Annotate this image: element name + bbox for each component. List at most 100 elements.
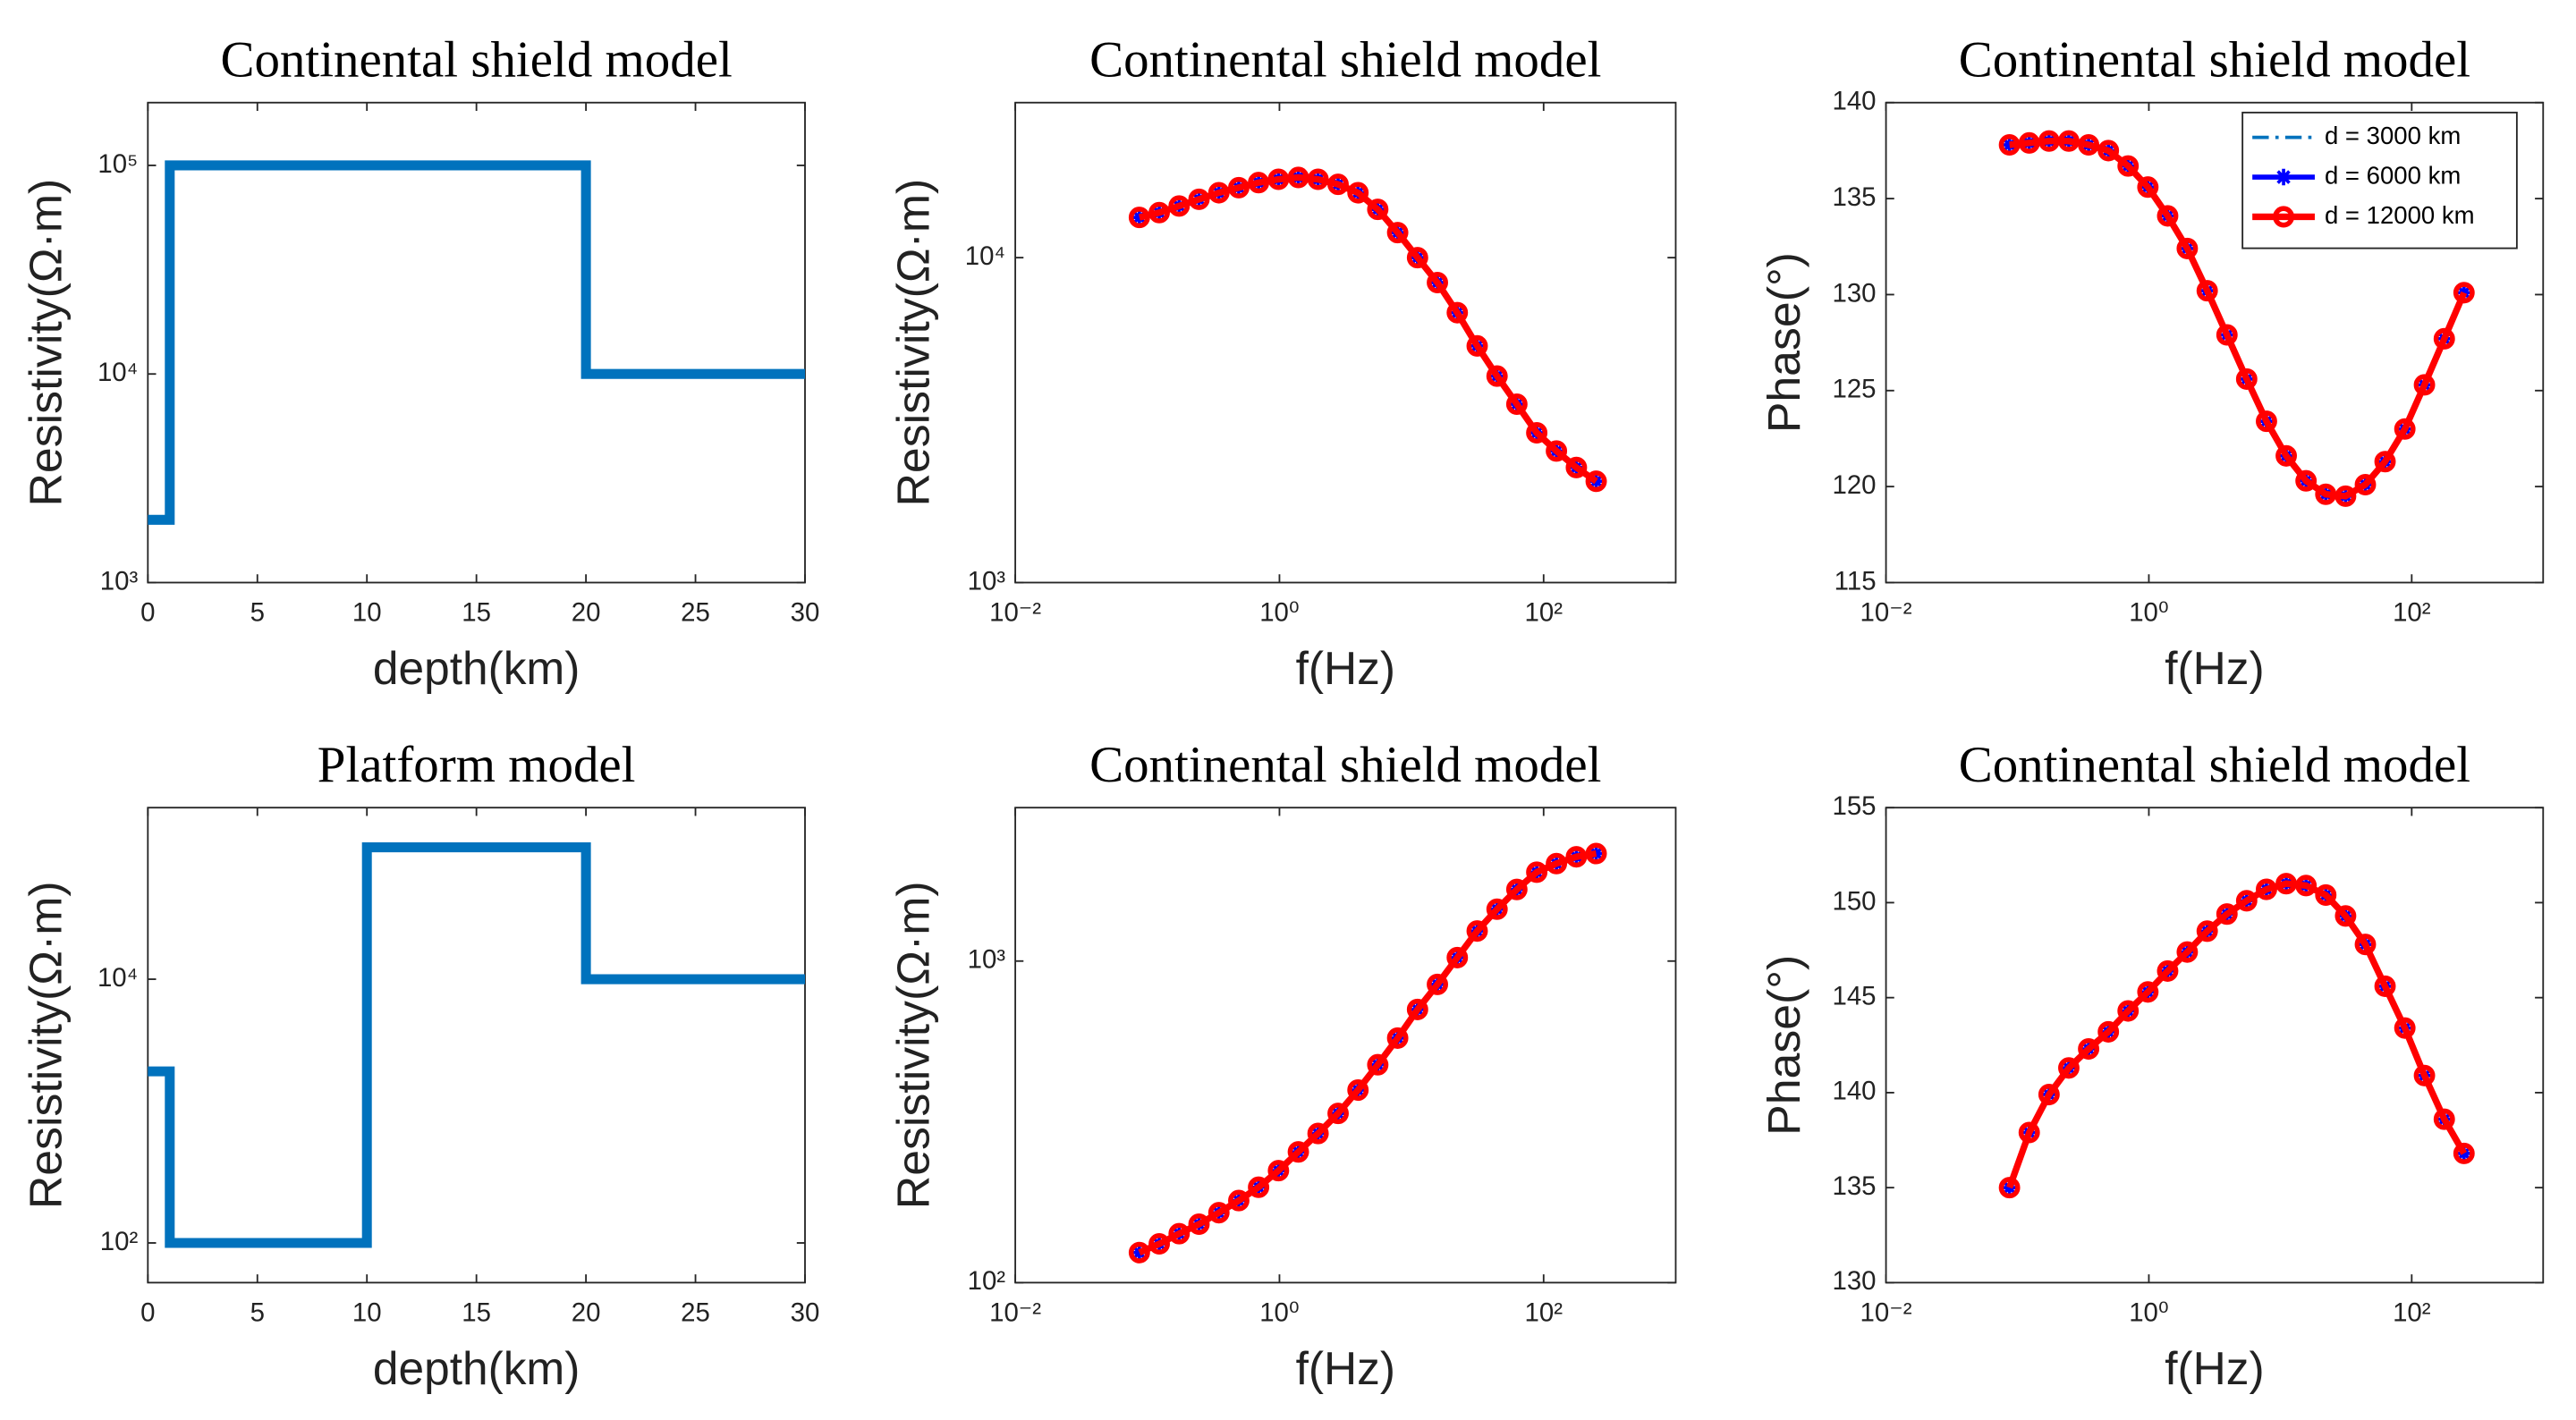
series-line [1138, 849, 1597, 1256]
data-point [2216, 903, 2238, 926]
y-tick-label: 120 [1833, 470, 1877, 500]
x-tick-label: 10⁻² [1860, 597, 1912, 627]
y-tick-label: 10⁴ [97, 963, 138, 993]
x-tick-label: 30 [791, 597, 820, 627]
data-point [1546, 440, 1568, 462]
axes-box [147, 807, 806, 1284]
data-point [1267, 168, 1290, 190]
y-tick-label: 145 [1833, 981, 1877, 1010]
data-point [2374, 451, 2396, 473]
legend-label: d = 12000 km [2325, 201, 2475, 229]
x-tick-label: 20 [572, 597, 601, 627]
data-point [2315, 483, 2337, 505]
x-tick-label: 10² [2393, 597, 2431, 627]
data-point [2413, 374, 2436, 396]
data-point [2453, 1142, 2475, 1164]
data-point [1228, 1189, 1250, 1212]
data-point [2334, 485, 2357, 507]
series-line [148, 160, 805, 525]
data-point [1188, 188, 1210, 210]
data-point [1287, 1141, 1309, 1163]
data-point [2256, 410, 2277, 433]
data-point [2137, 981, 2159, 1003]
y-tick-label: 130 [1833, 278, 1877, 308]
y-tick-label: 10³ [968, 945, 1006, 975]
data-point [2157, 959, 2179, 982]
y-tick-label: 115 [1835, 566, 1877, 596]
data-point [1406, 998, 1428, 1020]
data-point [1505, 878, 1528, 900]
y-tick-label: 10³ [100, 566, 139, 596]
x-axis-label: f(Hz) [2165, 642, 2264, 694]
data-point [1386, 1027, 1409, 1049]
y-tick-label: 10³ [968, 566, 1006, 596]
y-tick-label: 140 [1833, 86, 1877, 115]
data-point [1188, 1213, 1210, 1236]
data-point [2097, 139, 2120, 162]
x-tick-label: 10² [1525, 597, 1563, 627]
data-point [2275, 444, 2297, 467]
data-point [2216, 324, 2238, 346]
data-point [1526, 421, 1548, 444]
data-point [2196, 920, 2218, 942]
x-tick-label: 25 [681, 597, 710, 627]
y-tick-label: 10⁵ [97, 149, 138, 179]
data-point [2354, 934, 2377, 956]
data-point [2001, 1179, 2018, 1196]
x-tick-label: 10 [352, 1297, 382, 1327]
data-point [2315, 883, 2337, 906]
data-point [1466, 334, 1488, 357]
data-point [2176, 237, 2199, 259]
data-point [1267, 1160, 1290, 1182]
chart-title: Continental shield model [220, 31, 732, 88]
y-tick-label: 10² [100, 1227, 139, 1256]
data-point [2455, 284, 2472, 301]
data-point [2078, 133, 2100, 156]
y-axis-label: Phase(°) [1758, 252, 1809, 433]
data-point [1307, 168, 1329, 190]
data-point [2256, 878, 2277, 900]
data-point [1546, 852, 1568, 875]
data-point [2334, 905, 2357, 927]
y-tick-label: 10² [968, 1266, 1006, 1296]
x-tick-label: 15 [462, 1297, 491, 1327]
data-point [2001, 136, 2018, 154]
data-point [2354, 473, 2377, 496]
data-point [1148, 1232, 1170, 1255]
data-point [1128, 207, 1150, 229]
data-point [1446, 301, 1469, 324]
x-axis-label: f(Hz) [2165, 1342, 2264, 1394]
data-point [1208, 182, 1230, 204]
data-point [2058, 1057, 2080, 1079]
data-point [2455, 1145, 2472, 1162]
data-point [1585, 842, 1607, 865]
data-point [2018, 131, 2040, 154]
x-tick-label: 30 [791, 1297, 820, 1327]
data-point [1565, 456, 1588, 478]
data-point [2453, 282, 2475, 304]
data-point [1526, 861, 1548, 883]
data-point [1347, 182, 1369, 204]
x-tick-label: 15 [462, 597, 491, 627]
data-point [1131, 1244, 1148, 1262]
data-point [2394, 1017, 2416, 1039]
legend-label: d = 6000 km [2325, 161, 2461, 189]
data-point [1446, 946, 1469, 968]
chart-title: Continental shield model [1089, 31, 1601, 88]
data-point [1505, 393, 1528, 416]
data-point [2097, 1020, 2120, 1043]
data-point [1486, 898, 1508, 920]
x-tick-label: 10⁰ [2129, 1297, 2168, 1327]
data-point [2018, 1121, 2040, 1144]
chart-title: Platform model [318, 737, 636, 793]
x-tick-label: 10 [352, 597, 382, 627]
y-tick-label: 10⁴ [965, 241, 1005, 271]
data-point [1367, 199, 1389, 221]
axes-box [147, 101, 806, 584]
chart-title: Continental shield model [1959, 737, 2470, 793]
data-point [2295, 875, 2318, 897]
data-point [1427, 271, 1448, 294]
data-point [1486, 365, 1508, 387]
axes-box [1014, 807, 1677, 1284]
